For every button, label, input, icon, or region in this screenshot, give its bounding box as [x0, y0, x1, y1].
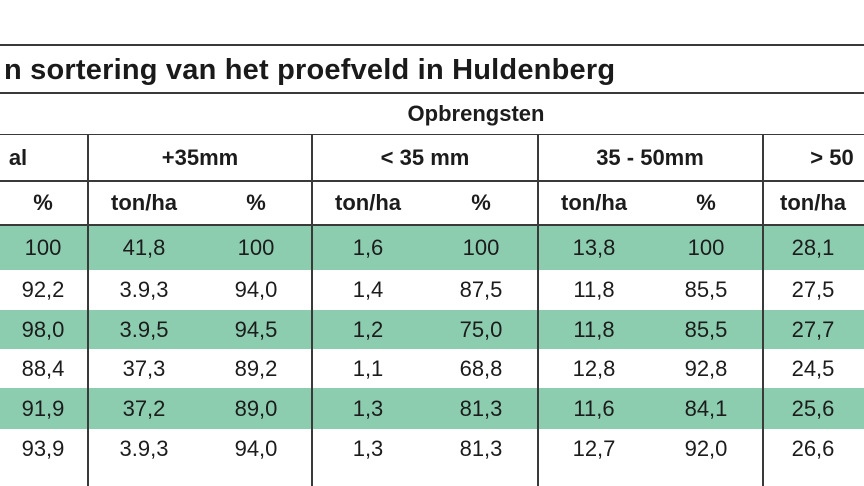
table-cell: 92,2: [21, 277, 65, 302]
table-cell: 11,8: [573, 316, 615, 342]
group-header: 35 - 50mm: [596, 145, 704, 170]
table-cell: 100: [462, 235, 500, 260]
table-cell: 85,5: [684, 277, 728, 302]
section-header-opbrengsten: Opbrengsten: [407, 101, 545, 126]
table-cell: 11,6: [573, 395, 615, 421]
table-cell: 25,6: [791, 395, 835, 421]
table-cell: 81,3: [459, 395, 503, 421]
sub-header: ton/ha: [111, 190, 177, 215]
sub-header: ton/ha: [335, 190, 401, 215]
table-cell: 92,0: [684, 436, 728, 461]
table-cell: 37,2: [122, 395, 166, 421]
table-cell: 1,2: [352, 316, 384, 342]
table-cell: 84,1: [684, 395, 728, 421]
table-cell: 27,7: [791, 316, 835, 342]
table-cell: 12,8: [572, 355, 616, 381]
table-cell: 85,5: [684, 316, 728, 342]
table-cell: 13,8: [572, 235, 616, 260]
table-cell: 1,3: [352, 436, 384, 461]
group-header: al: [8, 145, 28, 170]
table-cell: 1,6: [352, 235, 384, 260]
column-group-divider: [87, 135, 89, 486]
column-group-divider: [537, 135, 539, 486]
table-top-rule: [0, 44, 864, 46]
sub-header: ton/ha: [561, 190, 627, 215]
table-cell: 93,9: [21, 436, 65, 461]
table-cell: 28,1: [791, 235, 835, 260]
sub-header-rule: [0, 224, 864, 226]
sub-header: ton/ha: [780, 190, 846, 215]
table-title: n sortering van het proefveld in Huldenb…: [4, 54, 616, 86]
table-cell: 87,5: [459, 277, 503, 302]
group-header-rule: [0, 180, 864, 182]
table-row: [0, 429, 864, 469]
table-cell: 3.9,3: [119, 277, 169, 302]
sub-header: %: [33, 190, 53, 215]
table-cell: 37,3: [122, 355, 166, 381]
table-row: [0, 388, 864, 429]
table-cell: 92,8: [684, 355, 728, 381]
column-group-divider: [762, 135, 764, 486]
table-cell: 24,5: [791, 355, 835, 381]
table-row: [0, 349, 864, 388]
sub-header: %: [471, 190, 491, 215]
table-cell: 3.9,5: [119, 316, 169, 342]
table-cell: 81,3: [459, 436, 503, 461]
table-cell: 1,1: [352, 355, 384, 381]
table-cell: 11,8: [573, 277, 615, 302]
table-row: [0, 270, 864, 310]
table-row: [0, 310, 864, 349]
table-cell: 89,2: [234, 355, 278, 381]
title-bottom-rule: [0, 92, 864, 94]
table-cell: 3.9,3: [119, 436, 169, 461]
table-row: [0, 226, 864, 270]
table-cell: 100: [24, 235, 62, 260]
sub-header: %: [246, 190, 266, 215]
table-cell: 26,6: [791, 436, 835, 461]
table-cell: 100: [687, 235, 725, 260]
table-cell: 100: [237, 235, 275, 260]
section-header-rule: [0, 134, 864, 135]
group-header: < 35 mm: [380, 145, 470, 170]
table-cell: 88,4: [21, 355, 65, 381]
group-header: > 50: [810, 145, 854, 170]
table-cell: 91,9: [21, 395, 65, 421]
table-cell: 89,0: [234, 395, 278, 421]
table-cell: 41,8: [122, 235, 166, 260]
table-cell: 1,3: [352, 395, 384, 421]
column-group-divider: [311, 135, 313, 486]
table-cell: 94,0: [234, 436, 278, 461]
top-margin: [0, 0, 864, 44]
table-cell: 68,8: [459, 355, 503, 381]
table-cell: 12,7: [572, 436, 616, 461]
group-header: +35mm: [161, 145, 239, 170]
sub-header: %: [696, 190, 716, 215]
table-cell: 1,4: [352, 277, 384, 302]
table-cell: 75,0: [459, 316, 503, 342]
table-cell: 94,0: [234, 277, 278, 302]
table-cell: 98,0: [21, 316, 65, 342]
table-cell: 94,5: [234, 316, 278, 342]
table-cell: 27,5: [791, 277, 835, 302]
